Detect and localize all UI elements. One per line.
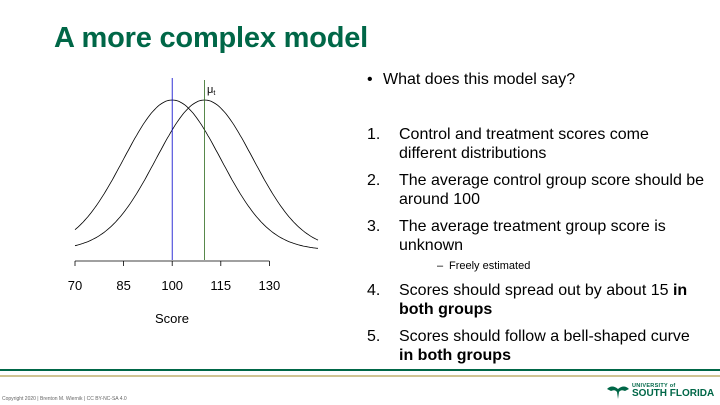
x-tick-label: 115 (210, 278, 231, 293)
item-number: 5. (367, 328, 381, 345)
item-text: The average control group score should b… (399, 172, 705, 208)
density-curve-2 (74, 99, 319, 247)
list-item: 4. Scores should spread out by about 15 … (367, 281, 707, 319)
content-list: • What does this model say? 1. Control a… (367, 70, 707, 373)
bull-icon (607, 386, 629, 399)
copyright-text: Copyright 2020 | Brenton M. Wiernik | CC… (2, 396, 127, 402)
density-curve-1 (74, 99, 319, 249)
mu-t-label: μt (207, 84, 215, 97)
item-number: 2. (367, 172, 381, 189)
x-tick-label: 130 (259, 278, 281, 293)
dash-icon: – (437, 260, 444, 272)
item-text: Scores should follow a bell-shaped curve… (399, 328, 690, 364)
item-text: Scores should spread out by about 15 in … (399, 282, 688, 318)
bullet-dot-icon: • (367, 71, 373, 88)
x-axis-label: Score (155, 311, 189, 326)
item-text: The average treatment group score is unk… (399, 218, 666, 254)
logo-university: UNIVERSITY of (632, 383, 676, 389)
item-number: 3. (367, 218, 381, 235)
footer-rule-gold (0, 375, 720, 377)
slide-title: A more complex model (54, 22, 369, 54)
bullet-text: What does this model say? (383, 71, 576, 88)
usf-logo: UNIVERSITY of SOUTH FLORIDA (604, 382, 716, 402)
item-text: Control and treatment scores come differ… (399, 126, 649, 162)
list-item: 2. The average control group score shoul… (367, 171, 707, 209)
sub-item: – Freely estimated (437, 259, 707, 273)
x-tick-label: 100 (161, 278, 183, 293)
sub-item-text: Freely estimated (449, 260, 531, 272)
item-number: 4. (367, 282, 381, 299)
list-item: 5. Scores should follow a bell-shaped cu… (367, 327, 707, 365)
x-tick-label: 70 (68, 278, 82, 293)
footer-rule-green (0, 369, 720, 371)
list-item: 3. The average treatment group score is … (367, 217, 707, 255)
x-tick-label: 85 (116, 278, 130, 293)
bullet-question: • What does this model say? (367, 70, 707, 89)
list-item: 1. Control and treatment scores come dif… (367, 125, 707, 163)
item-number: 1. (367, 126, 381, 143)
logo-south-florida: SOUTH FLORIDA (632, 388, 715, 399)
